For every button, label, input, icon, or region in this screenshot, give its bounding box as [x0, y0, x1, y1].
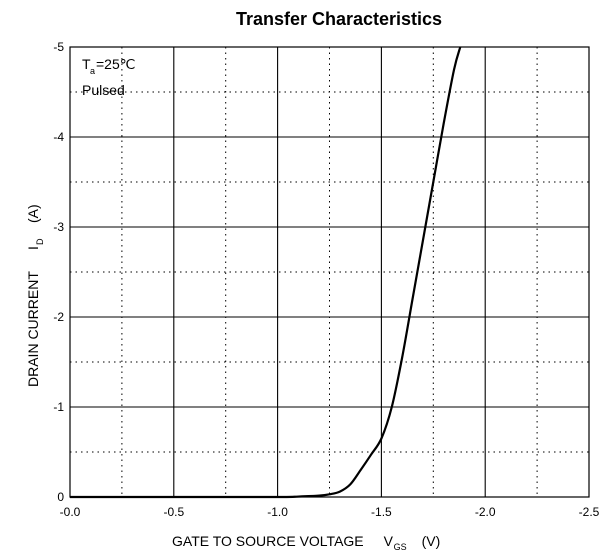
condition-symbol: T: [82, 56, 91, 72]
x-tick-label: -2.0: [475, 505, 496, 519]
x-tick-label: -2.5: [579, 505, 600, 519]
svg-text:(V): (V): [422, 533, 441, 549]
series-line: [70, 46, 462, 499]
x-axis-title: GATE TO SOURCE VOLTAGE V GS (V): [172, 533, 440, 552]
plot-frame: [69, 46, 590, 498]
svg-text:T: T: [82, 56, 91, 72]
y-axis-symbol: I: [25, 246, 41, 250]
condition-subscript: a: [90, 66, 95, 76]
condition-value: =25℃: [96, 56, 135, 72]
y-tick-label: -5: [53, 40, 64, 54]
x-tick-label: -0.5: [163, 505, 184, 519]
svg-text:GATE TO SOURCE VOLTAGE: GATE TO SOURCE VOLTAGE: [172, 533, 364, 549]
svg-text:DRAIN CURRENT: DRAIN CURRENT: [25, 271, 41, 387]
svg-text:GS: GS: [394, 542, 407, 552]
x-axis-label: GATE TO SOURCE VOLTAGE: [172, 533, 364, 549]
y-tick-label: 0: [57, 490, 64, 504]
svg-text:Pulsed: Pulsed: [82, 82, 125, 98]
y-tick-label: -3: [53, 220, 64, 234]
svg-text:V: V: [384, 533, 394, 549]
y-tick-label: -1: [53, 400, 64, 414]
y-axis-subscript: D: [35, 238, 45, 245]
y-axis-label: DRAIN CURRENT: [25, 271, 41, 387]
svg-text:(A): (A): [25, 204, 41, 223]
svg-text:=25℃: =25℃: [96, 56, 135, 72]
condition-annotation: T a =25℃ Pulsed: [82, 56, 135, 98]
x-axis-symbol: V: [384, 533, 394, 549]
x-axis-unit: (V): [422, 533, 441, 549]
y-tick-label: -2: [53, 310, 64, 324]
y-axis-title: DRAIN CURRENT I D (A): [25, 204, 45, 387]
x-tick-label: -1.5: [371, 505, 392, 519]
x-axis-subscript: GS: [394, 542, 407, 552]
svg-text:D: D: [35, 238, 45, 245]
y-axis-unit: (A): [25, 204, 41, 223]
x-tick-label: -1.0: [267, 505, 288, 519]
y-tick-label: -4: [53, 130, 64, 144]
svg-text:I: I: [25, 246, 41, 250]
chart-title: Transfer Characteristics: [236, 9, 442, 29]
pulsed-label: Pulsed: [82, 82, 125, 98]
grid: [70, 47, 589, 497]
tick-labels: -0.0 -0.5 -1.0 -1.5 -2.0 -2.5 0 -1 -2 -3 -4 -5: [53, 40, 599, 519]
x-tick-label: -0.0: [60, 505, 81, 519]
svg-text:a: a: [90, 66, 95, 76]
